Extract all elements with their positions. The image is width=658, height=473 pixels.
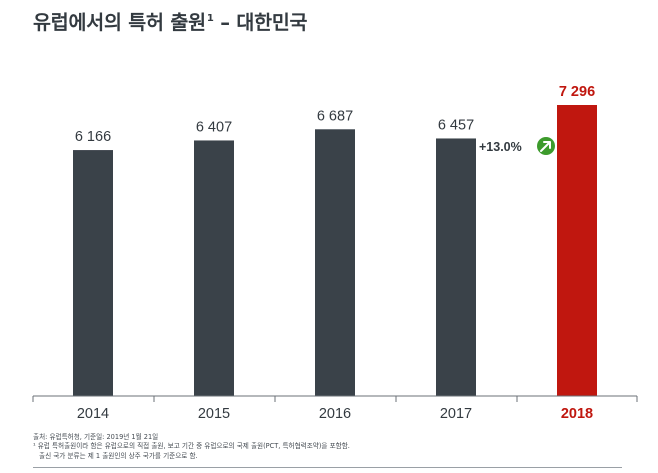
x-tick-label-2018: 2018 — [561, 406, 593, 422]
footnote-2: 출신 국가 분류는 제 1 출원인의 상주 국가를 기준으로 함. — [39, 451, 198, 460]
x-tick-label-2016: 2016 — [319, 406, 351, 422]
value-label-2017: 6 457 — [438, 117, 474, 133]
footnotes: 출처: 유럽특허청, 기준일: 2019년 1월 21일 ¹ 유럽 특허출원이라… — [33, 433, 350, 461]
bar-2016 — [315, 129, 355, 396]
footnote-source: 출처: 유럽특허청, 기준일: 2019년 1월 21일 — [33, 433, 159, 441]
x-tick-label-2017: 2017 — [440, 406, 472, 422]
bar-2015 — [194, 140, 234, 396]
bar-2017 — [436, 138, 476, 396]
x-tick-label-2014: 2014 — [77, 406, 109, 422]
title-suffix: – 대한민국 — [213, 11, 308, 34]
title-footnote-mark: 1 — [206, 13, 214, 24]
bar-2018 — [557, 105, 597, 396]
value-label-2016: 6 687 — [317, 108, 353, 124]
value-label-2015: 6 407 — [196, 119, 232, 135]
up-right-arrow-icon — [540, 141, 551, 152]
footnote-1: ¹ 유럽 특허출원이라 함은 유럽으로의 직접 출원, 보고 기간 중 유럽으로… — [33, 442, 350, 451]
value-label-2018: 7 296 — [559, 84, 595, 100]
title-text: 유럽에서의 특허 출원 — [33, 11, 206, 34]
growth-annotation: +13.0% — [479, 140, 522, 154]
value-label-2014: 6 166 — [75, 129, 111, 145]
chart-title: 유럽에서의 특허 출원1 – 대한민국 — [33, 6, 308, 35]
x-tick-label-2015: 2015 — [198, 406, 230, 422]
bar-2014 — [73, 150, 113, 396]
bar-chart: 6 166 2014 6 407 2015 6 687 2016 6 457 2017 7 29… — [32, 84, 638, 422]
bottom-divider — [33, 467, 622, 468]
